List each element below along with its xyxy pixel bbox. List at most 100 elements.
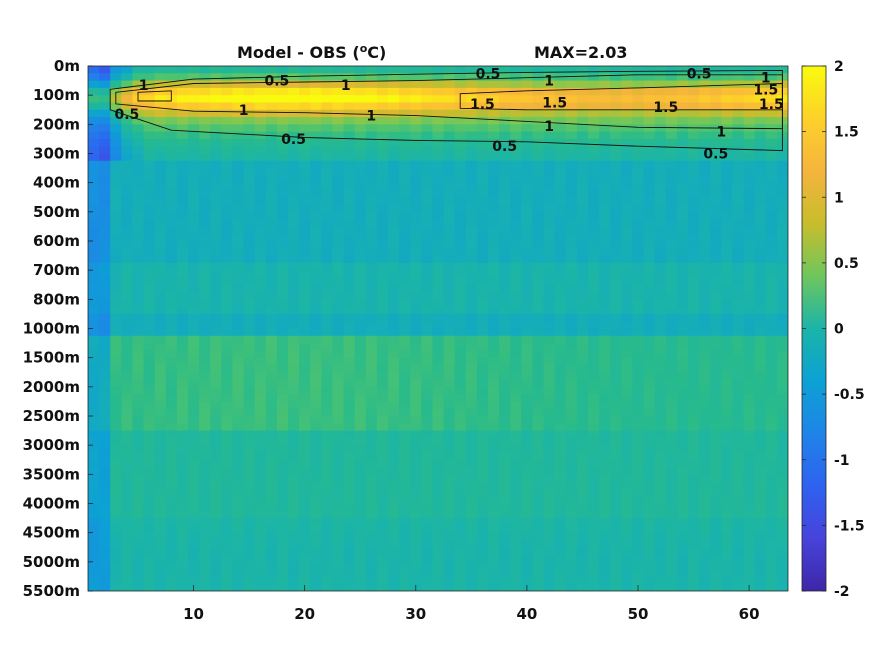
heatmap-cell bbox=[88, 583, 100, 591]
heatmap-cell bbox=[310, 510, 322, 519]
heatmap-cell bbox=[554, 488, 567, 497]
heatmap-cell bbox=[88, 146, 100, 155]
heatmap-cell bbox=[321, 124, 334, 133]
heatmap-cell bbox=[321, 102, 334, 111]
heatmap-cell bbox=[110, 270, 122, 279]
heatmap-cell bbox=[610, 182, 622, 191]
heatmap-cell bbox=[132, 211, 145, 220]
heatmap-cell bbox=[665, 372, 678, 381]
heatmap-cell bbox=[676, 503, 689, 512]
heatmap-cell bbox=[432, 299, 445, 308]
heatmap-cell bbox=[710, 532, 722, 541]
heatmap-cell bbox=[576, 87, 589, 96]
heatmap-cell bbox=[232, 357, 245, 366]
heatmap-cell bbox=[288, 299, 300, 308]
heatmap-cell bbox=[88, 292, 100, 300]
heatmap-cell bbox=[721, 379, 734, 388]
heatmap-cell bbox=[376, 270, 389, 279]
heatmap-cell bbox=[776, 233, 788, 242]
heatmap-cell bbox=[732, 117, 745, 125]
heatmap-cell bbox=[465, 379, 478, 388]
heatmap-cell bbox=[388, 313, 400, 322]
heatmap-cell bbox=[499, 539, 511, 548]
heatmap-cell bbox=[343, 379, 356, 388]
y-tick-label: 200m bbox=[33, 115, 80, 133]
heatmap-cell bbox=[321, 532, 334, 541]
heatmap-cell bbox=[732, 241, 745, 249]
heatmap-cell bbox=[443, 211, 456, 220]
heatmap-cell bbox=[221, 124, 234, 133]
heatmap-cell bbox=[321, 510, 334, 519]
heatmap-cell bbox=[265, 401, 278, 410]
heatmap-cell bbox=[210, 241, 222, 249]
heatmap-cell bbox=[510, 423, 522, 432]
heatmap-cell bbox=[565, 416, 578, 424]
heatmap-cell bbox=[721, 226, 734, 235]
heatmap-cell bbox=[165, 204, 178, 213]
heatmap-cell bbox=[510, 481, 522, 490]
heatmap-cell bbox=[721, 583, 734, 591]
heatmap-cell bbox=[776, 437, 788, 446]
heatmap-cell bbox=[776, 364, 788, 373]
heatmap-cell bbox=[643, 284, 656, 293]
heatmap-cell bbox=[410, 102, 422, 111]
heatmap-cell bbox=[699, 219, 711, 228]
heatmap-cell bbox=[776, 313, 788, 322]
heatmap-cell bbox=[721, 459, 734, 468]
heatmap-cell bbox=[110, 292, 122, 300]
heatmap-cell bbox=[621, 583, 634, 591]
heatmap-cell bbox=[765, 313, 778, 322]
heatmap-cell bbox=[554, 95, 567, 104]
heatmap-cell bbox=[243, 153, 256, 162]
heatmap-cell bbox=[143, 510, 156, 519]
heatmap-cell bbox=[754, 503, 767, 512]
heatmap-cell bbox=[510, 313, 522, 322]
heatmap-cell bbox=[321, 328, 334, 337]
heatmap-cell bbox=[265, 160, 278, 169]
heatmap-cell bbox=[110, 569, 122, 578]
heatmap-cell bbox=[543, 372, 556, 381]
heatmap-cell bbox=[88, 496, 100, 505]
heatmap-cell bbox=[188, 547, 200, 556]
heatmap-cell bbox=[232, 146, 245, 155]
heatmap-cell bbox=[332, 452, 345, 461]
heatmap-cell bbox=[365, 350, 378, 359]
heatmap-cell bbox=[721, 445, 734, 454]
heatmap-cell bbox=[376, 255, 389, 264]
heatmap-cell bbox=[765, 576, 778, 585]
heatmap-cell bbox=[399, 182, 411, 191]
heatmap-cell bbox=[443, 189, 456, 198]
heatmap-cell bbox=[465, 270, 478, 279]
heatmap-cell bbox=[554, 350, 567, 359]
heatmap-cell bbox=[110, 73, 122, 82]
heatmap-cell bbox=[276, 481, 289, 490]
heatmap-cell bbox=[543, 226, 556, 235]
heatmap-cell bbox=[432, 66, 445, 74]
heatmap-cell bbox=[188, 284, 200, 293]
heatmap-cell bbox=[321, 357, 334, 366]
heatmap-cell bbox=[465, 138, 478, 147]
heatmap-cell bbox=[210, 66, 222, 74]
heatmap-cell bbox=[421, 539, 434, 548]
heatmap-cell bbox=[132, 379, 145, 388]
heatmap-cell bbox=[454, 117, 467, 125]
heatmap-cell bbox=[721, 117, 734, 125]
heatmap-cell bbox=[454, 204, 467, 213]
heatmap-cell bbox=[99, 343, 111, 351]
heatmap-cell bbox=[365, 467, 378, 475]
heatmap-cell bbox=[110, 372, 122, 381]
heatmap-cell bbox=[754, 168, 767, 176]
heatmap-cell bbox=[354, 416, 367, 424]
heatmap-cell bbox=[721, 299, 734, 308]
heatmap-cell bbox=[210, 153, 222, 162]
heatmap-cell bbox=[499, 503, 511, 512]
heatmap-cell bbox=[454, 197, 467, 206]
heatmap-cell bbox=[276, 248, 289, 257]
heatmap-cell bbox=[432, 554, 445, 563]
heatmap-cell bbox=[532, 394, 545, 403]
heatmap-cell bbox=[365, 496, 378, 505]
heatmap-cell bbox=[721, 138, 734, 147]
heatmap-cell bbox=[543, 350, 556, 359]
heatmap-cell bbox=[754, 437, 767, 446]
heatmap-cell bbox=[488, 73, 500, 82]
